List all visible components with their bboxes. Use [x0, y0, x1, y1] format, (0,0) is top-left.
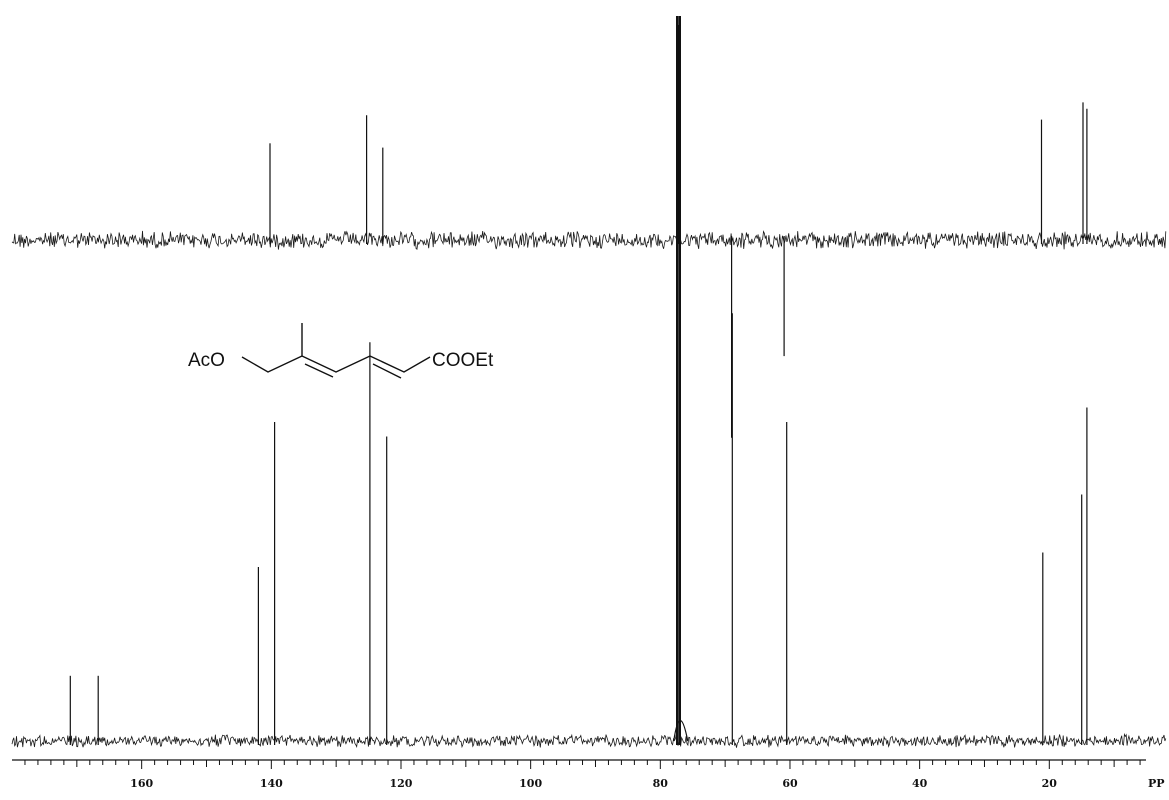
lower-baseline-noise	[11, 732, 1167, 749]
x-tick-label-140: 140	[260, 777, 283, 790]
x-tick-label-120: 120	[390, 777, 413, 790]
lower-spectrum-trace	[11, 16, 1167, 749]
structure-skeleton	[241, 355, 431, 373]
chemical-structure: AcO COOEt	[188, 323, 494, 379]
structure-left-label: AcO	[188, 350, 225, 371]
x-axis: 160 140 120 100 80 60 40 20 PP	[12, 759, 1165, 790]
structure-double-bond-1	[304, 363, 334, 378]
solvent-tail	[673, 719, 689, 742]
upper-spectrum-trace	[11, 25, 1167, 438]
x-tick-label-60: 60	[782, 777, 798, 790]
x-unit-label: PP	[1148, 777, 1165, 790]
x-tick-label-80: 80	[653, 777, 669, 790]
x-tick-label-20: 20	[1042, 777, 1058, 790]
x-tick-label-100: 100	[519, 777, 542, 790]
structure-double-bond-2	[372, 363, 402, 379]
upper-baseline-noise	[11, 230, 1167, 250]
structure-right-label: COOEt	[432, 350, 494, 371]
x-tick-label-40: 40	[912, 777, 928, 790]
x-tick-label-160: 160	[130, 777, 153, 790]
